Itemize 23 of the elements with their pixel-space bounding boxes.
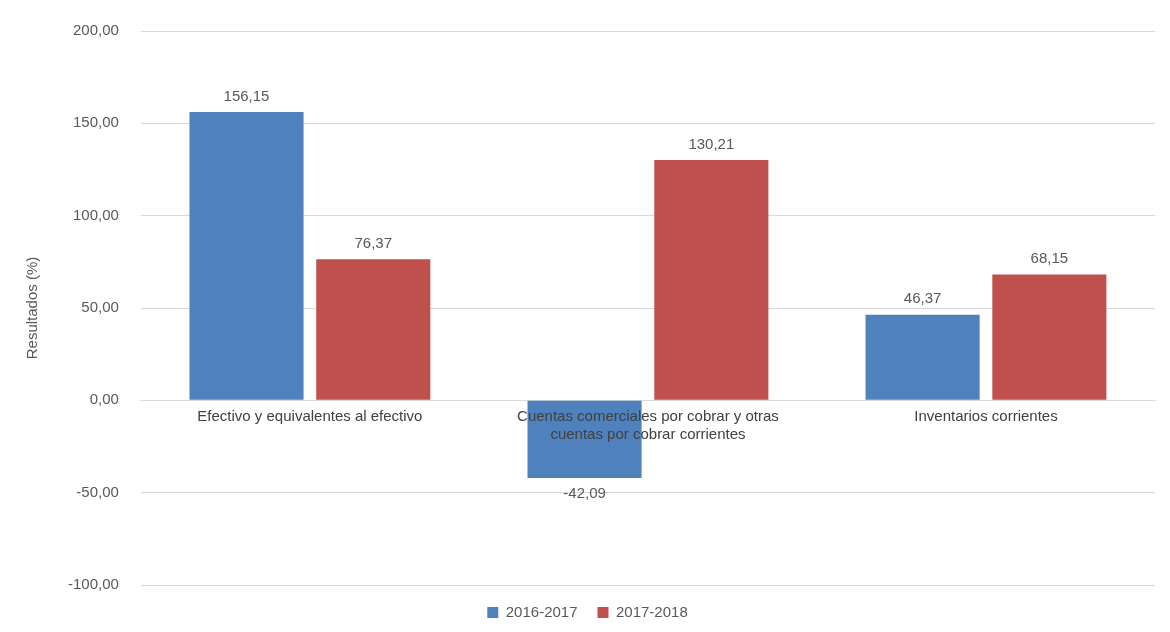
bar <box>189 111 304 400</box>
y-tick-label: 150,00 <box>72 113 119 131</box>
y-tick-label: -100,00 <box>68 575 119 593</box>
y-axis-title: Resultados (%) <box>23 256 41 360</box>
bar <box>316 259 431 400</box>
y-tick-label: 100,00 <box>72 205 119 223</box>
data-label: -42,09 <box>563 483 606 501</box>
data-label: 156,15 <box>223 86 270 104</box>
y-tick-label: 50,00 <box>81 298 119 316</box>
legend-label: 2016-2017 <box>505 602 578 620</box>
bar <box>865 314 980 400</box>
data-label: 68,15 <box>1030 249 1069 267</box>
y-tick-label: -50,00 <box>76 482 119 500</box>
x-tick-label: Inventarios corrientes <box>914 407 1058 425</box>
legend-label: 2017-2018 <box>616 602 688 620</box>
bar <box>992 274 1107 400</box>
x-tick-label: Efectivo y equivalentes al efectivo <box>197 407 423 425</box>
bar <box>654 159 769 400</box>
y-tick-label: 200,00 <box>72 21 119 39</box>
data-label: 46,37 <box>903 289 942 307</box>
y-tick-label: 0,00 <box>89 390 119 408</box>
data-label: 76,37 <box>354 233 393 251</box>
data-label: 130,21 <box>688 134 735 152</box>
